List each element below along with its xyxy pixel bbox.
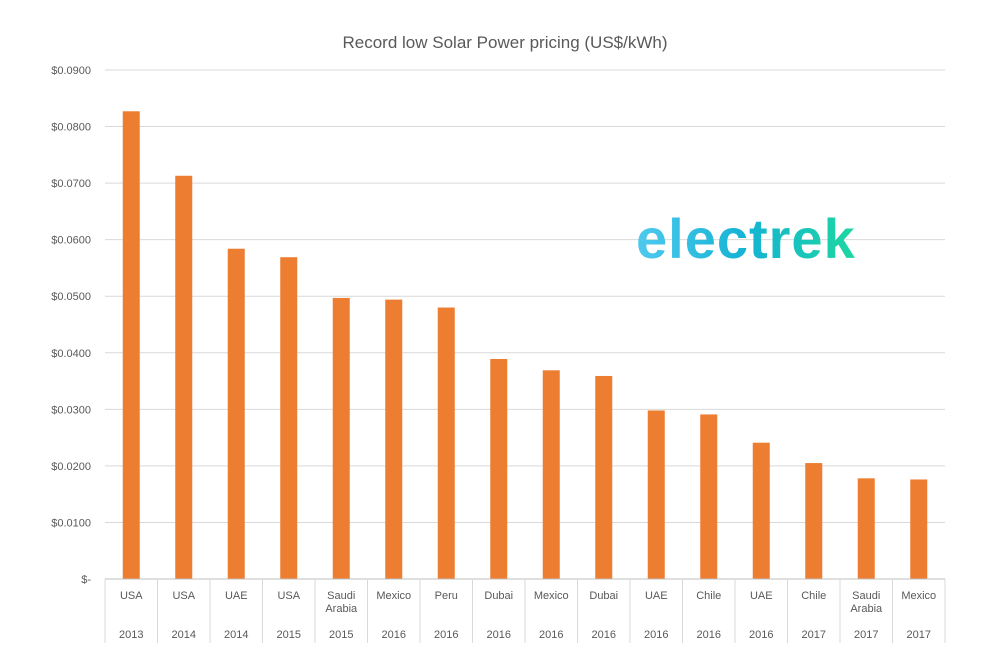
bar <box>385 299 403 579</box>
bar <box>647 410 665 579</box>
x-category-label: USA <box>172 590 195 602</box>
bar <box>227 248 245 579</box>
x-year-label: 2015 <box>277 629 301 641</box>
bar <box>280 257 298 579</box>
y-tick-label: $0.0100 <box>51 517 91 529</box>
y-tick-label: $0.0800 <box>51 122 91 134</box>
x-category-label: UAE <box>225 590 248 602</box>
x-category-label: UAE <box>645 590 668 602</box>
bar <box>542 370 560 579</box>
x-category-label: Arabia <box>325 603 358 615</box>
x-category-label: Chile <box>696 590 721 602</box>
x-year-label: 2017 <box>854 629 878 641</box>
x-year-label: 2016 <box>592 629 616 641</box>
bar <box>332 297 350 579</box>
y-tick-label: $0.0200 <box>51 461 91 473</box>
gridlines <box>105 69 945 523</box>
x-year-label: 2016 <box>539 629 563 641</box>
x-year-label: 2013 <box>119 629 143 641</box>
y-tick-label: $0.0400 <box>51 348 91 360</box>
x-category-label: Saudi <box>327 590 355 602</box>
x-category-label: Dubai <box>589 590 618 602</box>
x-year-label: 2014 <box>172 629 196 641</box>
y-tick-label: $- <box>81 574 91 586</box>
x-year-label: 2016 <box>434 629 458 641</box>
x-category-label: USA <box>120 590 143 602</box>
bar <box>805 463 823 579</box>
y-tick-label: $0.0300 <box>51 404 91 416</box>
bar <box>490 358 508 579</box>
x-year-label: 2015 <box>329 629 353 641</box>
x-category-label: Mexico <box>901 590 936 602</box>
x-year-label: 2016 <box>644 629 668 641</box>
y-axis-tick-labels: $- $0.0100 $0.0200 $0.0300 $0.0400 $0.0500 $0.… <box>51 65 91 586</box>
x-category-label: Arabia <box>850 603 883 615</box>
bar <box>595 375 613 579</box>
x-category-label: Mexico <box>534 590 569 602</box>
x-category-label: Mexico <box>376 590 411 602</box>
x-category-label: Dubai <box>484 590 513 602</box>
y-tick-label: $0.0600 <box>51 235 91 247</box>
x-category-label: UAE <box>750 590 773 602</box>
x-year-label: 2016 <box>749 629 773 641</box>
x-year-label: 2016 <box>697 629 721 641</box>
x-category-label: Chile <box>801 590 826 602</box>
y-tick-label: $0.0700 <box>51 178 91 190</box>
x-axis: USA2013USA2014UAE2014USA2015SaudiArabia2… <box>104 578 946 643</box>
x-category-label: Saudi <box>852 590 880 602</box>
x-year-label: 2014 <box>224 629 248 641</box>
x-year-label: 2017 <box>802 629 826 641</box>
electrek-watermark-logo: electrek <box>636 207 856 270</box>
bar <box>437 307 455 579</box>
x-category-label: Peru <box>435 590 458 602</box>
y-tick-label: $0.0900 <box>51 65 91 77</box>
bar <box>700 414 718 579</box>
bar <box>752 442 770 579</box>
x-year-label: 2017 <box>907 629 931 641</box>
x-year-label: 2016 <box>382 629 406 641</box>
x-year-label: 2016 <box>487 629 511 641</box>
bars <box>122 111 928 579</box>
x-category-label: USA <box>277 590 300 602</box>
bar <box>910 479 928 579</box>
bar <box>857 478 875 579</box>
chart-title: Record low Solar Power pricing (US$/kWh) <box>343 33 668 52</box>
y-tick-label: $0.0500 <box>51 291 91 303</box>
bar <box>122 111 140 579</box>
bar <box>175 175 193 579</box>
